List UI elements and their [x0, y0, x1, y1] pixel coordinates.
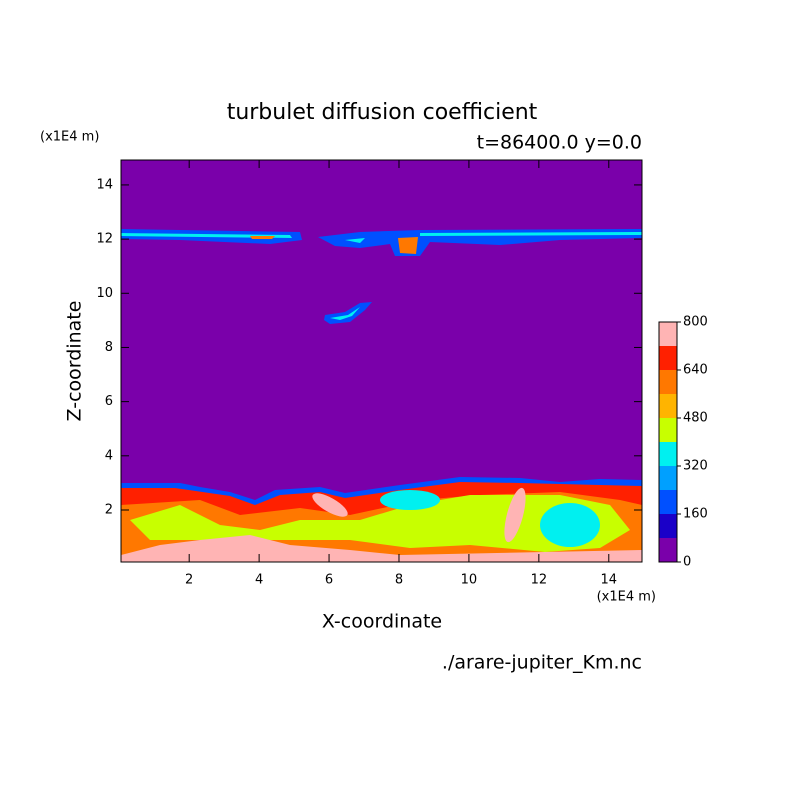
- colorbar-tick-label: 160: [683, 507, 708, 522]
- y-tick-label: 10: [96, 286, 113, 301]
- contour-region: [380, 490, 440, 510]
- y-tick-label: 14: [96, 177, 113, 192]
- contour-region: [121, 232, 642, 243]
- colorbar-band: [659, 538, 677, 562]
- colorbar-tick-label: 480: [683, 411, 708, 426]
- x-tick-label: 2: [185, 573, 193, 588]
- x-tick-label: 14: [601, 573, 618, 588]
- y-tick-label: 6: [105, 394, 113, 409]
- y-unit: (x1E4 m): [40, 130, 99, 145]
- contour-field: [121, 160, 642, 562]
- x-tick-label: 4: [255, 573, 263, 588]
- y-tick-label: 12: [96, 232, 113, 247]
- y-axis-label: Z-coordinate: [64, 301, 86, 422]
- colorbar-tick-label: 800: [683, 315, 708, 330]
- contour-region: [250, 236, 418, 254]
- colorbar-band: [659, 418, 677, 442]
- x-tick-label: 10: [461, 573, 478, 588]
- chart-subtitle: t=86400.0 y=0.0: [477, 132, 642, 154]
- chart-title: turbulet diffusion coefficient: [227, 100, 538, 125]
- colorbar-band: [659, 442, 677, 466]
- colorbar-band: [659, 514, 677, 538]
- colorbar-band: [659, 490, 677, 514]
- plot-frame: [120, 159, 643, 563]
- x-tick-label: 12: [531, 573, 548, 588]
- colorbar-frame: [658, 321, 678, 563]
- source-file: ./arare-jupiter_Km.nc: [442, 652, 642, 674]
- contour-region: [330, 307, 360, 320]
- colorbar-tick-label: 640: [683, 363, 708, 378]
- colorbar-band: [659, 322, 677, 346]
- contour-region: [312, 493, 348, 517]
- y-tick-label: 8: [105, 340, 113, 355]
- x-axis-label: X-coordinate: [322, 611, 442, 633]
- x-unit: (x1E4 m): [597, 590, 656, 605]
- colorbar-tick-label: 0: [683, 555, 691, 570]
- colorbar-band: [659, 370, 677, 394]
- colorbar-band: [659, 466, 677, 490]
- x-tick-label: 6: [325, 573, 333, 588]
- contour-region: [540, 503, 600, 547]
- contour-region: [121, 535, 642, 562]
- y-tick-label: 4: [105, 448, 113, 463]
- colorbar-band: [659, 346, 677, 370]
- colorbar-band: [659, 394, 677, 418]
- x-tick-label: 8: [395, 573, 403, 588]
- y-tick-label: 2: [105, 502, 113, 517]
- colorbar-tick-label: 320: [683, 459, 708, 474]
- contour-region: [504, 487, 526, 543]
